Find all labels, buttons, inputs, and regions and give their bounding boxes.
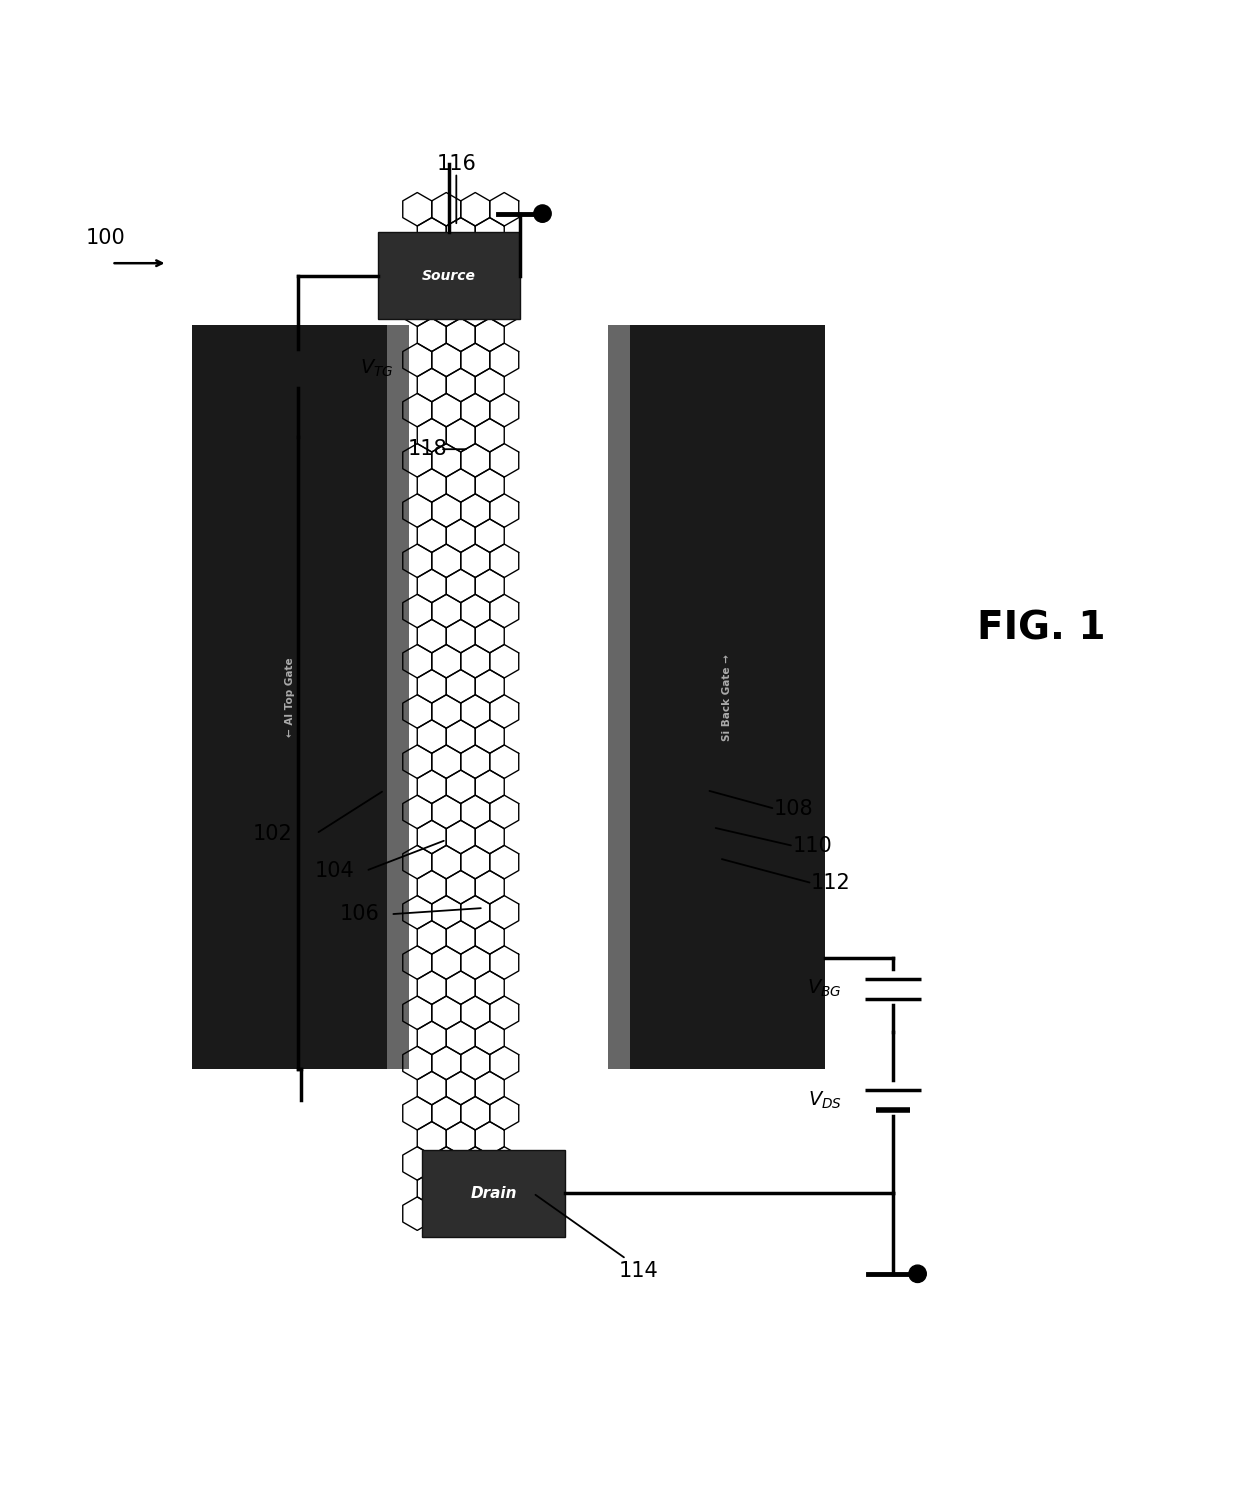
Text: FIG. 1: FIG. 1 [977,610,1106,648]
Bar [608,325,825,1069]
Text: 118: 118 [408,440,448,459]
Text: Si Back Gate →: Si Back Gate → [722,654,732,741]
Text: 110: 110 [792,836,832,855]
Text: 106: 106 [340,904,379,925]
Text: 100: 100 [86,229,125,248]
Text: Drain: Drain [470,1185,517,1200]
Text: 102: 102 [253,824,293,843]
Text: 104: 104 [315,861,355,881]
Bar [192,325,409,1069]
Text: ← Al Top Gate: ← Al Top Gate [285,658,295,736]
Bar [387,325,409,1069]
Bar [422,1149,565,1236]
Text: 112: 112 [811,873,851,893]
Text: $V_{TG}$: $V_{TG}$ [360,358,393,380]
Text: 114: 114 [619,1262,658,1282]
Circle shape [909,1265,926,1283]
Circle shape [534,205,551,223]
Text: $V_{BG}$: $V_{BG}$ [807,977,842,1000]
Bar [608,325,630,1069]
Text: 116: 116 [436,154,476,175]
Text: $V_{DS}$: $V_{DS}$ [807,1089,842,1111]
Text: 108: 108 [774,798,813,819]
Bar [377,232,521,319]
Bar [409,182,490,1230]
Text: Source: Source [422,268,476,283]
